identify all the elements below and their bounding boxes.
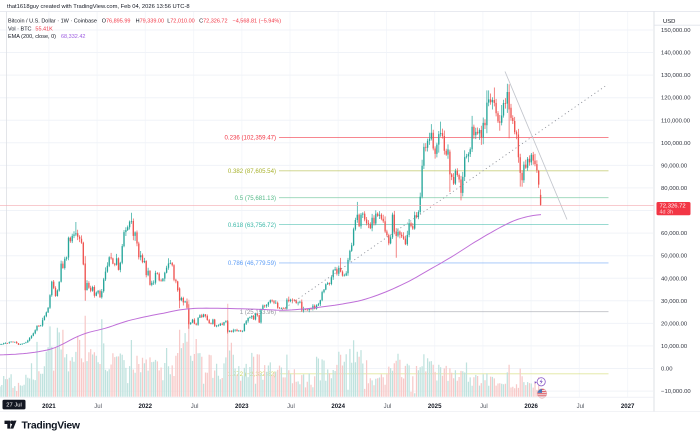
svg-text:0.618 (63,756.72): 0.618 (63,756.72) <box>228 222 276 229</box>
svg-text:140,000.00: 140,000.00 <box>661 51 691 57</box>
svg-text:50,000.00: 50,000.00 <box>661 254 688 260</box>
svg-text:TradingView: TradingView <box>22 421 81 432</box>
svg-text:2026: 2026 <box>524 403 538 410</box>
svg-text:0.382 (87,605.54): 0.382 (87,605.54) <box>228 168 276 175</box>
svg-text:H79,339.00: H79,339.00 <box>136 19 164 25</box>
svg-text:Jul: Jul <box>191 404 199 410</box>
svg-text:80,000.00: 80,000.00 <box>661 186 688 192</box>
svg-text:72,326.72: 72,326.72 <box>660 204 686 210</box>
svg-text:Jul: Jul <box>287 404 295 410</box>
svg-text:90,000.00: 90,000.00 <box>661 163 688 169</box>
svg-text:55.41K: 55.41K <box>35 26 53 32</box>
svg-text:Jul: Jul <box>384 404 392 410</box>
svg-text:2025: 2025 <box>428 403 442 410</box>
svg-text:C72,326.72: C72,326.72 <box>199 19 227 25</box>
svg-text:Jul: Jul <box>94 404 102 410</box>
svg-text:1 (25,153.96): 1 (25,153.96) <box>240 309 276 316</box>
svg-text:20,000.00: 20,000.00 <box>661 321 688 327</box>
svg-text:2024: 2024 <box>331 403 345 410</box>
svg-text:0.236 (102,359.47): 0.236 (102,359.47) <box>225 135 277 142</box>
svg-text:that1618guy created with Tradi: that1618guy created with TradingView.com… <box>7 4 190 10</box>
svg-text:Bitcoin / U.S. Dollar · 1W · C: Bitcoin / U.S. Dollar · 1W · Coinbase <box>8 19 97 25</box>
svg-text:27 Jul: 27 Jul <box>6 403 21 409</box>
svg-text:O76,895.99: O76,895.99 <box>102 19 131 25</box>
svg-text:30,000.00: 30,000.00 <box>661 299 688 305</box>
svg-text:60,000.00: 60,000.00 <box>661 231 688 237</box>
svg-text:EMA (200, close, 0): EMA (200, close, 0) <box>8 34 56 40</box>
svg-text:0.786 (46,779.59): 0.786 (46,779.59) <box>228 260 276 267</box>
svg-text:100,000.00: 100,000.00 <box>661 141 691 147</box>
svg-text:2021: 2021 <box>42 403 56 410</box>
svg-text:150,000.00: 150,000.00 <box>661 28 691 34</box>
svg-text:2023: 2023 <box>235 403 249 410</box>
svg-text:2027: 2027 <box>621 403 635 410</box>
svg-text:Jul: Jul <box>577 404 585 410</box>
svg-text:130,000.00: 130,000.00 <box>661 73 691 79</box>
svg-text:10,000.00: 10,000.00 <box>661 344 688 350</box>
svg-text:USD: USD <box>663 19 675 25</box>
svg-text:0.00: 0.00 <box>661 367 673 373</box>
svg-text:2022: 2022 <box>139 403 153 410</box>
svg-text:Jul: Jul <box>480 404 488 410</box>
svg-text:0.5 (75,681.13): 0.5 (75,681.13) <box>235 195 276 202</box>
svg-text:110,000.00: 110,000.00 <box>661 118 691 124</box>
svg-text:4d 3h: 4d 3h <box>660 210 674 216</box>
svg-text:120,000.00: 120,000.00 <box>661 96 691 102</box>
svg-text:−10,000.00: −10,000.00 <box>661 389 691 395</box>
svg-text:Vol · BTC: Vol · BTC <box>8 26 32 32</box>
svg-text:40,000.00: 40,000.00 <box>661 276 688 282</box>
svg-text:−4,568.81 (−5.94%): −4,568.81 (−5.94%) <box>233 19 282 25</box>
svg-text:68,332.42: 68,332.42 <box>61 34 85 40</box>
svg-text:L72,010.00: L72,010.00 <box>167 19 195 25</box>
